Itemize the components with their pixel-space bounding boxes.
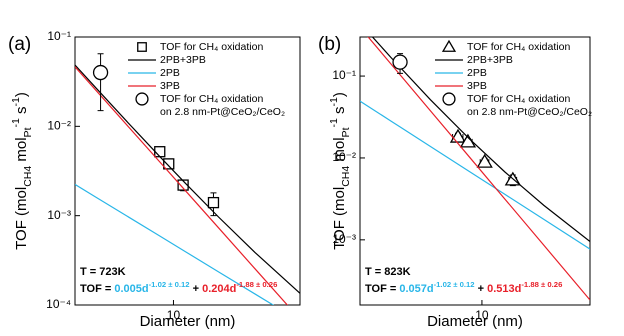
y-tick-label: 10⁻¹ bbox=[332, 68, 356, 82]
x-tick-label: 10 bbox=[167, 308, 181, 322]
text-part: -1 bbox=[328, 97, 340, 106]
text-part: Pt bbox=[22, 127, 34, 137]
data-point bbox=[92, 64, 109, 81]
fit-line bbox=[360, 100, 590, 250]
y-tick-label: 10⁻² bbox=[332, 150, 356, 164]
y-tick-label: 10⁻³ bbox=[47, 208, 71, 222]
x-axis-label: Diameter (nm) bbox=[140, 313, 236, 330]
x-axis-label: Diameter (nm) bbox=[427, 313, 523, 330]
fit-line bbox=[371, 37, 590, 242]
annotation: TOF = 0.057d-1.02 ± 0.12 + 0.513d-1.88 ±… bbox=[365, 280, 562, 295]
x-tick-label: 10 bbox=[475, 308, 489, 322]
legend-label: 2PB+3PB bbox=[160, 54, 206, 66]
annotation: T = 723K bbox=[80, 266, 126, 278]
legend-swatch bbox=[441, 39, 457, 52]
text-part: -1.88 ± 0.26 bbox=[521, 280, 562, 289]
legend-swatch bbox=[442, 92, 456, 106]
legend-swatch bbox=[137, 42, 147, 52]
legend-label: TOF for CH₄ oxidation bbox=[160, 41, 263, 53]
legend-label: 2PB bbox=[467, 67, 487, 79]
text-part: -1.88 ± 0.26 bbox=[236, 280, 277, 289]
text-part: 0.204d bbox=[202, 283, 236, 295]
text-part: Pt bbox=[340, 127, 352, 137]
y-tick-label: 10⁻³ bbox=[332, 232, 356, 246]
text-part: -1 bbox=[328, 118, 340, 127]
y-axis-label: TOF (molCH4 molPt-1 s-1) bbox=[328, 92, 352, 250]
legend-note: on 2.8 nm-Pt@CeO₂/CeO₂ bbox=[467, 106, 592, 118]
data-point bbox=[154, 146, 166, 158]
text-part: -1.02 ± 0.12 bbox=[434, 280, 475, 289]
data-point bbox=[392, 54, 408, 70]
panel-label: (b) bbox=[318, 34, 341, 55]
annotation: T = 823K bbox=[365, 266, 411, 278]
text-part: TOF (mol bbox=[13, 187, 30, 250]
legend-label: 3PB bbox=[160, 80, 180, 92]
text-part: -1.02 ± 0.12 bbox=[149, 280, 190, 289]
y-tick-label: 10⁻⁴ bbox=[46, 297, 71, 311]
text-part: TOF (mol bbox=[331, 187, 348, 250]
plot-frame bbox=[74, 36, 301, 306]
data-point bbox=[476, 153, 493, 168]
text-part: + bbox=[190, 283, 203, 295]
y-axis-label: TOF (molCH4 molPt-1 s-1) bbox=[10, 92, 34, 250]
text-part: ) bbox=[13, 92, 30, 97]
fit-line bbox=[367, 37, 590, 301]
text-part: mol bbox=[13, 137, 30, 165]
data-point bbox=[207, 196, 220, 209]
legend-swatch bbox=[135, 92, 149, 106]
legend-label: 3PB bbox=[467, 80, 487, 92]
y-tick-label: 10⁻² bbox=[47, 119, 71, 133]
text-part: mol bbox=[331, 137, 348, 165]
legend-label: TOF for CH₄ oxidation bbox=[467, 41, 570, 53]
text-part: 0.513d bbox=[487, 283, 521, 295]
y-tick-label: 10⁻¹ bbox=[47, 29, 71, 43]
text-part: -1 bbox=[10, 118, 22, 127]
legend-label: 2PB+3PB bbox=[467, 54, 513, 66]
annotation: TOF = 0.005d-1.02 ± 0.12 + 0.204d-1.88 ±… bbox=[80, 280, 277, 295]
text-part: TOF = bbox=[365, 283, 399, 295]
text-part: + bbox=[475, 283, 488, 295]
text-part: CH4 bbox=[340, 166, 352, 187]
fit-line bbox=[75, 183, 275, 305]
text-part: TOF = bbox=[80, 283, 114, 295]
legend-label: TOF for CH₄ oxidation bbox=[160, 93, 263, 105]
text-part: -1 bbox=[10, 97, 22, 106]
text-part: 0.057d bbox=[399, 283, 433, 295]
legend-label: TOF for CH₄ oxidation bbox=[467, 93, 570, 105]
plot-frame bbox=[359, 36, 591, 306]
text-part: s bbox=[331, 106, 348, 118]
error-bar-y bbox=[97, 53, 104, 112]
text-part: s bbox=[13, 106, 30, 118]
text-part: CH4 bbox=[22, 166, 34, 187]
legend-note: on 2.8 nm-Pt@CeO₂/CeO₂ bbox=[160, 106, 285, 118]
panel-label: (a) bbox=[8, 34, 31, 55]
legend-label: 2PB bbox=[160, 67, 180, 79]
data-point bbox=[163, 158, 175, 170]
text-part: 0.005d bbox=[114, 283, 148, 295]
text-part: ) bbox=[331, 92, 348, 97]
